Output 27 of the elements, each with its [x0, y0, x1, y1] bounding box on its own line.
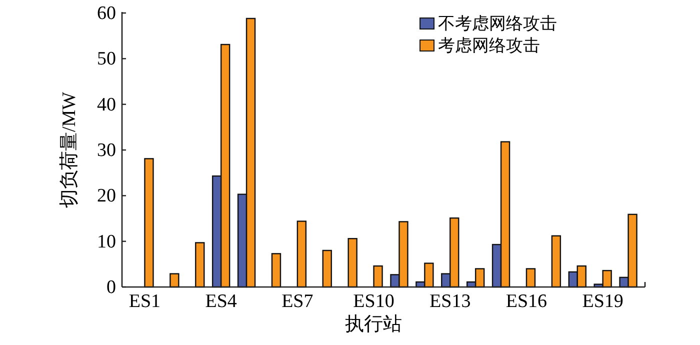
bar — [348, 238, 358, 288]
y-tick-label: 30 — [97, 140, 116, 161]
y-axis-title: 切负荷量/MW — [59, 92, 80, 208]
y-tick-label: 0 — [106, 277, 116, 298]
bar — [271, 253, 282, 288]
legend-label: 考虑网络攻击 — [438, 36, 540, 55]
bar — [144, 158, 154, 288]
y-tick-label: 40 — [97, 94, 116, 116]
y-tick-label: 20 — [97, 186, 116, 207]
bar — [170, 273, 180, 288]
bar — [551, 235, 562, 288]
x-tick-label: ES19 — [582, 291, 624, 312]
x-tick-label: ES13 — [430, 291, 471, 312]
y-tick-label: 10 — [97, 231, 116, 252]
x-tick-label: ES7 — [282, 291, 314, 312]
x-axis-title: 执行站 — [345, 314, 402, 335]
bar — [373, 265, 383, 288]
x-tick-label: ES16 — [506, 291, 548, 312]
y-tick-label: 60 — [97, 3, 116, 24]
x-tick-label: ES10 — [353, 291, 394, 312]
bar — [195, 242, 205, 288]
bar — [526, 268, 536, 288]
x-tick-label: ES4 — [205, 291, 238, 312]
x-tick-label: ES1 — [128, 291, 161, 312]
y-tick-label: 50 — [97, 48, 116, 70]
bar — [296, 220, 307, 288]
bar — [322, 250, 332, 288]
